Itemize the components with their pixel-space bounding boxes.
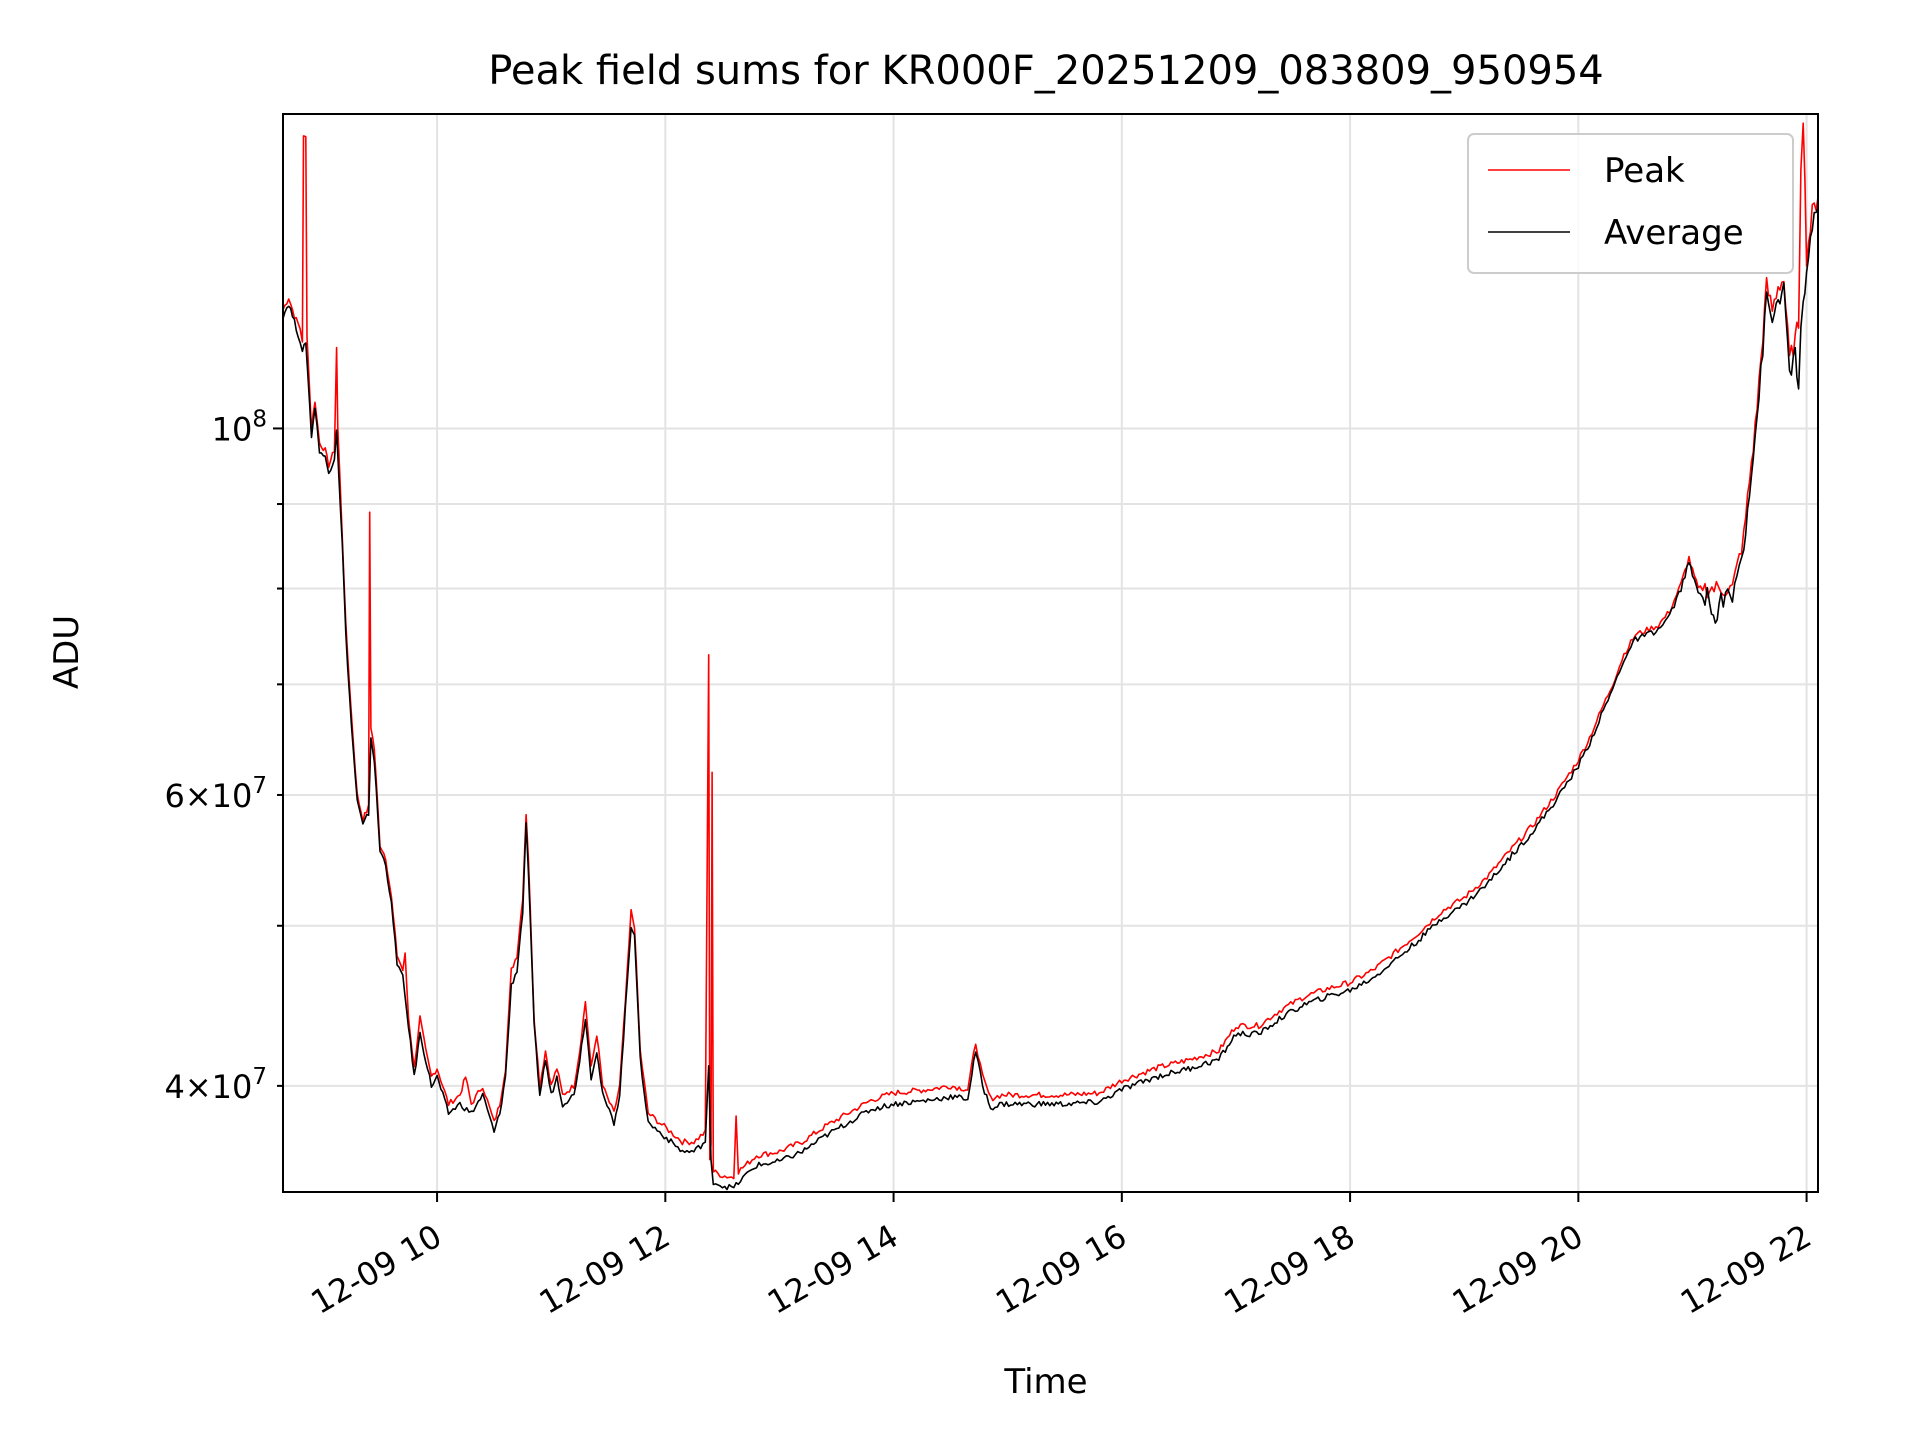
x-axis-label: Time xyxy=(1003,1362,1087,1402)
y-tick-label: 6×107 xyxy=(164,773,267,815)
chart-title: Peak field sums for KR000F_20251209_0838… xyxy=(488,48,1604,94)
series-lines xyxy=(283,122,1818,1191)
legend-box xyxy=(1467,133,1794,274)
legend-average-label: Average xyxy=(1604,213,1744,253)
legend-peak-label: Peak xyxy=(1604,151,1685,191)
y-tick-label: 4×107 xyxy=(164,1064,267,1106)
series-line-peak xyxy=(283,122,1818,1180)
y-tick-label: 108 xyxy=(212,406,267,448)
legend: Peak Average xyxy=(1467,133,1794,274)
series-line-average xyxy=(283,207,1818,1191)
plot-frame xyxy=(282,113,1819,1193)
y-axis-label: ADU xyxy=(47,615,87,689)
